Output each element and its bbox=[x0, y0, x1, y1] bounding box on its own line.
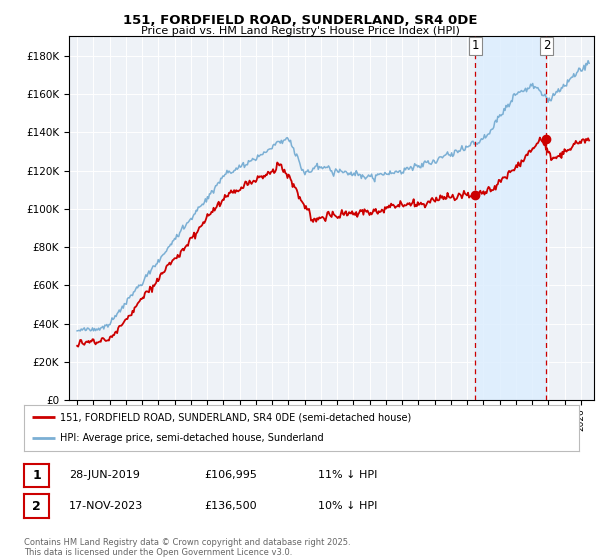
Text: Price paid vs. HM Land Registry's House Price Index (HPI): Price paid vs. HM Land Registry's House … bbox=[140, 26, 460, 36]
Text: 17-NOV-2023: 17-NOV-2023 bbox=[69, 501, 143, 511]
Text: 11% ↓ HPI: 11% ↓ HPI bbox=[318, 470, 377, 480]
Text: £136,500: £136,500 bbox=[204, 501, 257, 511]
Text: 1: 1 bbox=[472, 39, 479, 53]
Text: 1: 1 bbox=[32, 469, 41, 482]
Text: 151, FORDFIELD ROAD, SUNDERLAND, SR4 0DE (semi-detached house): 151, FORDFIELD ROAD, SUNDERLAND, SR4 0DE… bbox=[60, 412, 412, 422]
Text: 151, FORDFIELD ROAD, SUNDERLAND, SR4 0DE: 151, FORDFIELD ROAD, SUNDERLAND, SR4 0DE bbox=[123, 14, 477, 27]
Text: 2: 2 bbox=[543, 39, 550, 53]
Text: £106,995: £106,995 bbox=[204, 470, 257, 480]
Bar bbox=[475, 36, 547, 400]
Text: HPI: Average price, semi-detached house, Sunderland: HPI: Average price, semi-detached house,… bbox=[60, 433, 324, 444]
Text: Contains HM Land Registry data © Crown copyright and database right 2025.
This d: Contains HM Land Registry data © Crown c… bbox=[24, 538, 350, 557]
Text: 10% ↓ HPI: 10% ↓ HPI bbox=[318, 501, 377, 511]
Text: 2: 2 bbox=[32, 500, 41, 513]
Text: 28-JUN-2019: 28-JUN-2019 bbox=[69, 470, 140, 480]
